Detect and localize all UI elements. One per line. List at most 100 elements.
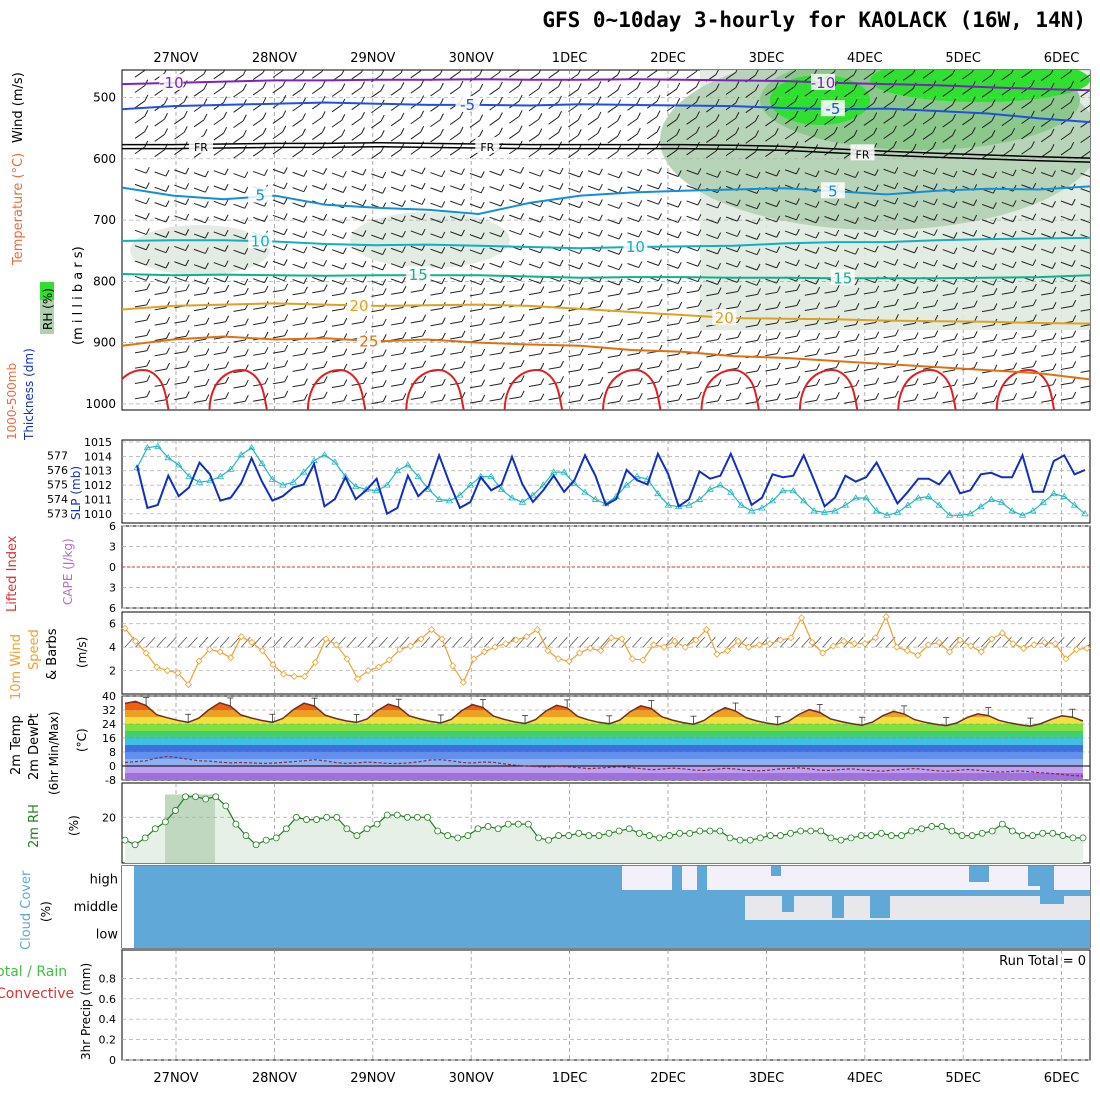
wind-barb-flag [618, 248, 623, 255]
wind-barb [272, 396, 285, 400]
wind-barb-flag [617, 83, 622, 91]
wind-barb-flag [1050, 70, 1054, 74]
wind-barb [154, 399, 167, 403]
wind-barb [621, 636, 632, 648]
wind-barb-flag [244, 287, 249, 295]
wind-barb [982, 339, 995, 343]
wind-barb-flag [225, 346, 230, 353]
wind-barb [942, 73, 953, 82]
wind-barb-flag [361, 81, 365, 88]
wind-barb-flag [774, 128, 779, 135]
wind-barb [607, 400, 620, 404]
wind-barb [981, 280, 994, 286]
wind-barb [134, 70, 146, 78]
pressure-tick-label: 1000 [85, 397, 116, 411]
isotherm-label: -10 [159, 74, 184, 92]
li-tick-label: 3 [109, 582, 116, 595]
wind-barb [982, 309, 995, 313]
wind-barb [627, 352, 640, 356]
wind-barb [607, 74, 618, 83]
temp-band [125, 701, 1083, 703]
wind-barb [1001, 118, 1012, 127]
wind-barb [765, 232, 777, 238]
slp-marker [945, 511, 954, 518]
rh-marker [313, 816, 321, 823]
wind-speed-marker [755, 641, 763, 649]
wind-barb [745, 293, 758, 297]
wind-barb [765, 72, 776, 81]
rh-marker [888, 832, 895, 839]
wind-barb-flag [361, 96, 365, 104]
wind-barb-flag [343, 394, 348, 401]
wind-barb-flag [658, 197, 662, 205]
wind-barb-flag [164, 128, 168, 135]
wind-barb-flag [1052, 332, 1057, 340]
wind-barb [312, 276, 324, 282]
wind-barb [209, 636, 219, 648]
contour-30 [700, 369, 760, 410]
wind-speed-marker [850, 640, 858, 648]
wind-barb [213, 351, 226, 355]
wind-barb [304, 636, 315, 648]
wind-barb [351, 87, 362, 95]
temp-unit-label: (°C) [75, 728, 89, 752]
wind-speed-marker [163, 667, 171, 675]
wind-barb [331, 323, 344, 327]
wind-barb [292, 233, 305, 239]
wind-barb [292, 399, 305, 403]
wind-barb-flag [737, 346, 742, 354]
wind-barb [607, 370, 620, 374]
wind-barb-flag [835, 229, 840, 237]
wind-barb-flag [558, 110, 562, 118]
wind-barb-flag [363, 315, 367, 323]
wind-speed-marker [174, 669, 182, 677]
wind-barb-flag [953, 247, 958, 254]
slp-marker [831, 507, 839, 514]
wind-barb-flag [676, 82, 681, 90]
wind-barb [607, 120, 618, 129]
slp-marker [893, 508, 902, 515]
wind-barb-flag [382, 217, 387, 225]
wind-barb-flag [441, 247, 446, 254]
wind-barb [528, 337, 541, 342]
temp-tick-label: 0 [109, 760, 116, 773]
wind-barb-flag [380, 130, 385, 137]
wind-barb-flag [835, 199, 840, 206]
wind-barb [942, 249, 955, 255]
slp-marker [518, 498, 527, 505]
wind-barb [863, 383, 876, 387]
wind-barb [410, 245, 423, 251]
slp-marker [622, 481, 631, 488]
wind-barb-flag [1072, 315, 1077, 322]
wind-speed-marker [142, 649, 150, 657]
wind-barb [579, 636, 589, 648]
wind-barb-flag [677, 262, 682, 269]
wind-barb [666, 322, 679, 327]
wind-barb [587, 148, 599, 156]
wind-barb-flag [362, 199, 367, 206]
rh-marker [726, 834, 734, 842]
wind-barb [568, 172, 580, 178]
wind-barb-flag [776, 215, 781, 223]
wind-speed-marker [988, 635, 996, 643]
wind-barb [607, 151, 618, 159]
wind-barb-flag [401, 215, 406, 223]
wind-barb [765, 353, 778, 357]
wind-barb-flag [656, 79, 661, 87]
wind-barb [391, 291, 404, 295]
wind-barb-flag [1072, 345, 1077, 353]
wind-barb-flag [185, 360, 190, 368]
wind-barb-flag [697, 260, 702, 267]
temp-band [125, 773, 1083, 780]
wind-barb-flag [538, 113, 543, 120]
isotherm-label-bg [356, 332, 381, 349]
wind-barb-flag [500, 199, 505, 207]
wind-barb-flag [1070, 70, 1073, 72]
wind-barb-flag [992, 217, 997, 225]
wind-barb [292, 263, 305, 269]
wind-barb-flag [341, 70, 345, 75]
wind-barb [272, 131, 284, 140]
wind-barb-flag [500, 261, 505, 268]
wind-barb-flag [539, 261, 544, 269]
wind-barb-flag [636, 112, 641, 119]
